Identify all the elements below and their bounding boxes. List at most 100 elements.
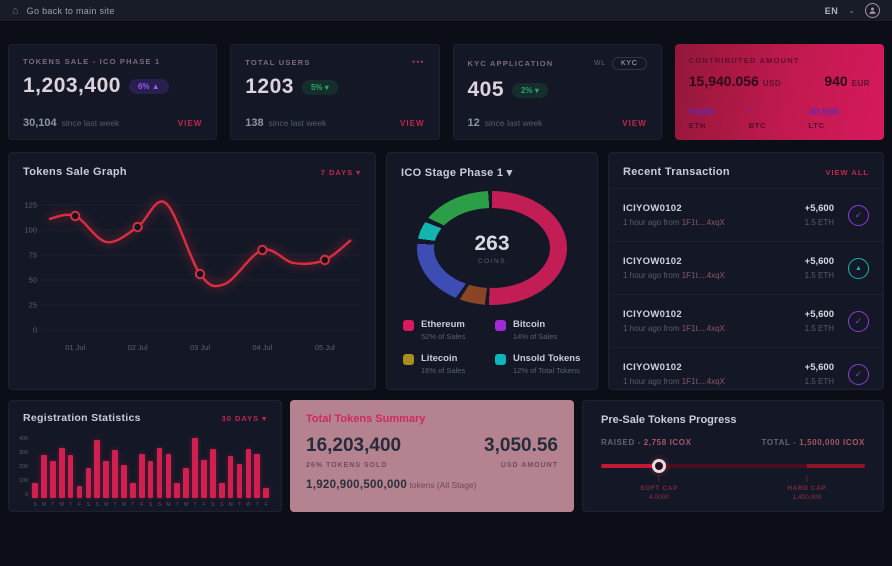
bar — [85, 468, 92, 498]
tokens-sold-label: 26% TOKENS SOLD — [306, 462, 388, 469]
bar — [236, 464, 243, 498]
svg-text:25: 25 — [29, 301, 37, 310]
tokens-sale-value: 1,203,400 — [23, 74, 121, 97]
panel-title: Recent Transaction — [623, 166, 730, 178]
tokens-sale-badge: 6% ▲ — [128, 78, 169, 94]
view-all-link[interactable]: VIEW ALL — [825, 167, 869, 177]
legend-ethereum: Ethereum 52% of Sales — [403, 319, 489, 341]
swatch-litecoin — [403, 354, 414, 365]
panel-title: Registration Statistics — [23, 412, 141, 424]
slider-handle[interactable] — [652, 459, 667, 473]
view-button[interactable]: VIEW — [622, 119, 647, 128]
raised-label: RAISED - 2,758 ICOX — [601, 438, 692, 447]
bar-chart-y-axis: 400 300 200 100 0 — [19, 436, 29, 498]
range-dropdown[interactable]: 30 DAYS ▾ — [221, 413, 267, 423]
bar — [156, 448, 163, 498]
svg-text:04 Jul: 04 Jul — [252, 343, 272, 352]
bar — [210, 448, 216, 498]
back-to-main-site-link[interactable]: Go back to main site — [26, 5, 115, 16]
bar — [94, 440, 101, 498]
usd-amount: 15,940.056 USD — [688, 73, 782, 89]
ico-stage-dropdown[interactable]: ICO Stage Phase 1 ▾ — [401, 167, 513, 179]
status-upload-icon[interactable]: ▲ — [848, 257, 869, 279]
coin-ltc: 40.506 LTC — [808, 107, 839, 130]
card-tokens-sale: TOKENS SALE - ICO PHASE 1 1,203,400 6% ▲… — [8, 44, 218, 140]
bar — [174, 482, 181, 498]
chevron-down-icon[interactable]: ⌄ — [848, 6, 855, 15]
slider-tail-segment — [806, 464, 865, 468]
more-menu-icon[interactable]: ••• — [412, 57, 425, 67]
svg-text:03 Jul: 03 Jul — [190, 343, 210, 352]
bar — [121, 464, 127, 498]
total-label: TOTAL - 1,500,000 ICOX — [761, 438, 865, 447]
legend-bitcoin: Bitcoin 14% of Sales — [495, 319, 581, 341]
transaction-row[interactable]: ICIYOW0102 1 hour ago from 1F1t....4xqX … — [609, 241, 883, 294]
tokens-sold-value: 16,203,400 — [306, 435, 402, 456]
bar — [263, 487, 270, 498]
slider-track — [601, 464, 865, 468]
svg-text:75: 75 — [29, 251, 37, 260]
donut-center-value: 263 — [474, 231, 510, 255]
topbar: ⌂ Go back to main site EN ⌄ — [0, 0, 892, 22]
tab-kyc[interactable]: KYC — [611, 57, 647, 70]
language-selector[interactable]: EN — [824, 5, 839, 16]
home-icon[interactable]: ⌂ — [12, 4, 19, 17]
bar — [192, 438, 198, 498]
card-title: KYC APPLICATION — [467, 59, 554, 68]
total-users-value: 1203 — [245, 75, 294, 98]
bar — [245, 448, 252, 498]
user-avatar[interactable] — [865, 3, 880, 18]
person-icon — [869, 7, 876, 14]
donut-legend: Ethereum 52% of Sales Bitcoin 14% of Sal… — [387, 311, 597, 389]
tokens-sale-line-chart: 0 25 50 75 100 125 01 Jul 02 Jul 03 Jul 04 Jul 05 … — [9, 184, 375, 365]
delta-label: since last week — [61, 118, 120, 128]
bar — [254, 454, 261, 498]
total-tokens-all-stage: 1,920,900,500,000 tokens (All Stage) — [306, 479, 477, 491]
bar — [67, 454, 74, 498]
tab-wl[interactable]: WL — [593, 60, 606, 67]
soft-cap-tick — [658, 475, 660, 482]
swatch-unsold-tokens — [495, 354, 506, 365]
coin-btc: ~ BTC — [748, 107, 767, 130]
bar — [227, 456, 234, 498]
svg-text:50: 50 — [29, 276, 37, 285]
ico-stage-panel: ICO Stage Phase 1 ▾ 263 COINS Ethereum 5… — [386, 152, 598, 390]
card-contributed-amount: CONTRIBUTED AMOUNT 15,940.056 USD 940 EU… — [674, 44, 884, 140]
kyc-badge: 2% ▾ — [512, 82, 548, 98]
bar — [76, 486, 83, 498]
soft-cap-marker: SOFT CAP 4,0000 — [640, 475, 678, 501]
svg-text:100: 100 — [24, 226, 37, 235]
legend-litecoin: Litecoin 16% of Sales — [403, 353, 489, 375]
slider-fill — [601, 464, 660, 468]
card-title: TOTAL USERS — [245, 57, 311, 67]
bar — [112, 449, 118, 498]
total-tokens-summary-panel: Total Tokens Summary 16,203,400 26% TOKE… — [290, 400, 574, 512]
range-dropdown[interactable]: 7 DAYS ▾ — [320, 167, 361, 177]
view-button[interactable]: VIEW — [177, 119, 203, 128]
presale-progress-panel: Pre-Sale Tokens Progress RAISED - 2,758 … — [582, 400, 884, 512]
bar — [165, 454, 172, 498]
bar — [58, 448, 65, 498]
usd-label: USD — [762, 79, 782, 88]
bar — [103, 461, 110, 498]
panel-title: Tokens Sale Graph — [23, 166, 127, 178]
bar — [49, 461, 56, 498]
status-check-icon[interactable]: ✓ — [848, 310, 869, 332]
presale-progress-slider — [601, 459, 865, 473]
usd-amount-label: USD AMOUNT — [500, 462, 558, 469]
bar-chart-bars — [32, 436, 270, 498]
delta-value: 12 — [467, 117, 480, 129]
svg-text:05 Jul: 05 Jul — [315, 343, 335, 352]
tokens-sale-graph-panel: Tokens Sale Graph 7 DAYS ▾ 0 25 50 75 100 125… — [8, 152, 376, 390]
transaction-row[interactable]: ICIYOW0102 1 hour ago from 1F1t....4xqX … — [609, 294, 883, 347]
usd-amount-value: 3,050.56 — [484, 435, 558, 456]
view-button[interactable]: VIEW — [400, 119, 425, 128]
bar — [129, 482, 136, 498]
hard-cap-marker: HARD CAP 1,400,000 — [787, 475, 826, 501]
transaction-row[interactable]: ICIYOW0102 1 hour ago from 1F1t....4xqX … — [609, 188, 883, 241]
status-check-icon[interactable]: ✓ — [848, 204, 869, 226]
transaction-row[interactable]: ICIYOW0102 1 hour ago from 1F1t....4xqX … — [609, 347, 883, 400]
bar — [32, 482, 38, 498]
status-check-icon[interactable]: ✓ — [848, 363, 869, 385]
